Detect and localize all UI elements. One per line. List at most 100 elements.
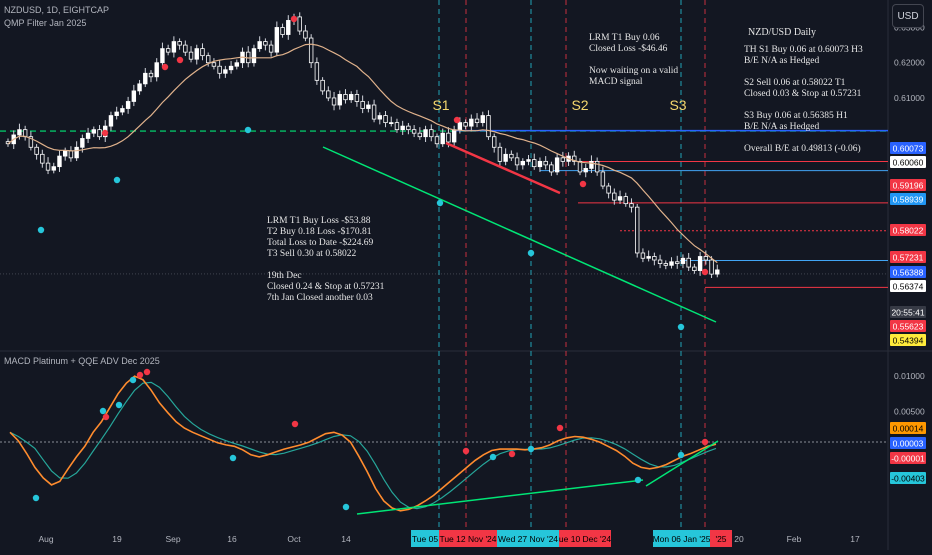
candle-body: [406, 125, 411, 131]
summary-title: NZD/USD Daily: [748, 27, 817, 38]
macd-buy-dot: [527, 445, 535, 453]
candle-body: [709, 259, 714, 275]
candle-body: [594, 160, 600, 173]
macd-tick: 0.00500: [894, 406, 925, 416]
candle-body: [486, 115, 491, 138]
price-badge: [890, 334, 926, 346]
candle-body: [366, 104, 371, 109]
price-badge-text: 0.58939: [893, 195, 924, 205]
candle-body: [623, 196, 628, 205]
candle-body: [188, 51, 194, 60]
candle-body: [463, 122, 468, 127]
macd-badge-text: -0.00001: [891, 454, 925, 464]
candle-body: [228, 65, 234, 71]
candle-body: [532, 159, 537, 168]
candle-body: [675, 261, 680, 264]
date-badge-text: Wed 27 Nov '24: [498, 534, 558, 544]
moving-average-line: [7, 43, 718, 264]
macd-buy-dot: [99, 407, 107, 415]
sell-signal-dot: [101, 129, 109, 137]
candle-body: [377, 115, 382, 120]
macd-buy-dot: [634, 476, 642, 484]
price-badge: [890, 266, 926, 278]
candle-body: [446, 132, 451, 143]
candle-body: [537, 160, 543, 168]
macd-badge: [890, 437, 926, 449]
summary-note: TH S1 Buy 0.06 at 0.60073 H3 B/E N/A as …: [744, 45, 863, 154]
buy-signal-dot: [436, 199, 444, 207]
sell-signal-dot: [161, 63, 169, 71]
macd-buy-dot: [229, 454, 237, 462]
candle-body: [223, 69, 228, 74]
candle-body: [17, 129, 22, 136]
candle-body: [480, 115, 485, 124]
candle-body: [394, 122, 400, 131]
candle-body: [469, 118, 474, 127]
price-badge: [890, 179, 926, 191]
candle-body: [234, 62, 239, 67]
macd-sell-dot: [136, 371, 144, 379]
price-badge: [890, 142, 926, 154]
candle-body: [217, 65, 222, 74]
price-badge-text: 0.60073: [893, 144, 924, 154]
price-badge-text: 0.55623: [893, 322, 924, 332]
sell-signal-dot: [453, 116, 461, 124]
macd-title: MACD Platinum + QQE ADV Dec 2025: [4, 356, 160, 366]
symbol-title: NZDUSD, 1D, EIGHTCAP: [4, 5, 110, 15]
candle-body: [577, 160, 583, 173]
candle-body: [646, 256, 651, 259]
candle-body: [600, 171, 606, 187]
macd-sell-dot: [462, 447, 470, 455]
date-badge-text: Tue 05: [412, 534, 438, 544]
macd-sell-dot: [291, 420, 299, 428]
price-badge: [890, 306, 926, 318]
currency-button[interactable]: USD: [892, 4, 924, 28]
macd-sell-dot: [556, 424, 564, 432]
time-tick: Oct: [287, 534, 301, 544]
macd-pane: [0, 368, 888, 515]
candle-body: [120, 108, 125, 113]
candle-body: [303, 30, 308, 39]
date-badge: [497, 530, 559, 547]
price-badge-text: 0.58022: [893, 226, 924, 236]
indicator-title: QMP Filter Jan 2025: [4, 18, 87, 28]
candle-body: [354, 94, 360, 102]
candle-body: [474, 118, 480, 124]
date-badge: [411, 530, 439, 547]
candle-body: [268, 44, 274, 53]
candle-body: [57, 155, 62, 168]
candle-body: [154, 62, 159, 78]
candle-body: [165, 48, 171, 53]
candle-body: [177, 41, 182, 46]
candle-body: [423, 129, 428, 138]
candle-body: [280, 27, 285, 35]
candle-body: [343, 94, 348, 101]
price-levels: [0, 129, 888, 288]
candle-body: [97, 129, 102, 138]
time-tick: 20: [734, 534, 744, 544]
time-tick: Sep: [165, 534, 180, 544]
candle-body: [125, 101, 131, 109]
price-badge-text: 0.56388: [893, 268, 924, 278]
candle-body: [680, 257, 686, 264]
candle-body: [348, 94, 354, 101]
candles: [5, 12, 720, 278]
candle-body: [360, 101, 365, 109]
macd-sell-dot: [143, 368, 151, 376]
candle-body: [440, 132, 445, 145]
date-markers: [438, 0, 706, 528]
candle-body: [497, 146, 503, 162]
buy-signal-dot: [37, 226, 45, 234]
candle-body: [80, 138, 85, 148]
candle-body: [400, 125, 405, 131]
time-tick: Feb: [787, 534, 802, 544]
candle-body: [183, 44, 188, 53]
price-badge-text: 0.57231: [893, 253, 924, 263]
date-badge-text: Mon 06 Jan '25: [653, 534, 711, 544]
candle-body: [554, 157, 560, 173]
buy-signal-dot: [527, 249, 535, 257]
candle-body: [509, 153, 514, 159]
candle-body: [457, 122, 463, 131]
macd-signal-line: [9, 381, 717, 510]
